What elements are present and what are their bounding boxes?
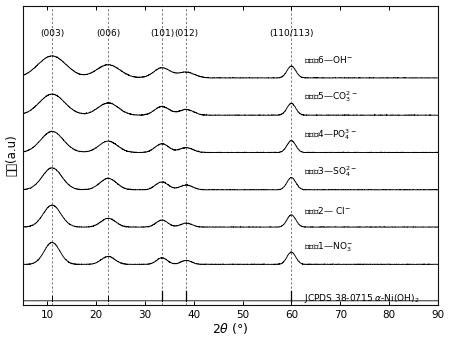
Text: 实施例1—NO$_3^{-}$: 实施例1—NO$_3^{-}$ [304, 241, 352, 254]
Text: 实施例6—OH$^{-}$: 实施例6—OH$^{-}$ [304, 54, 352, 65]
Text: 实施例2— Cl$^{-}$: 实施例2— Cl$^{-}$ [304, 205, 350, 216]
Text: 实施例5—CO$_3^{2-}$: 实施例5—CO$_3^{2-}$ [304, 89, 357, 104]
Text: (012): (012) [174, 29, 198, 38]
Text: 实施例4—PO$_4^{3-}$: 实施例4—PO$_4^{3-}$ [304, 128, 356, 142]
Y-axis label: 强度(a.u): 强度(a.u) [5, 134, 18, 176]
Text: (006): (006) [96, 29, 120, 38]
Text: JCPDS 38-0715 $\alpha$-Ni(OH)$_2$: JCPDS 38-0715 $\alpha$-Ni(OH)$_2$ [304, 292, 419, 305]
Text: (003): (003) [40, 29, 64, 38]
Text: (101): (101) [150, 29, 174, 38]
Text: 实施例3—SO$_4^{2-}$: 实施例3—SO$_4^{2-}$ [304, 164, 357, 179]
Text: (110/113): (110/113) [269, 29, 314, 38]
X-axis label: $2\theta$ (°): $2\theta$ (°) [212, 321, 248, 337]
